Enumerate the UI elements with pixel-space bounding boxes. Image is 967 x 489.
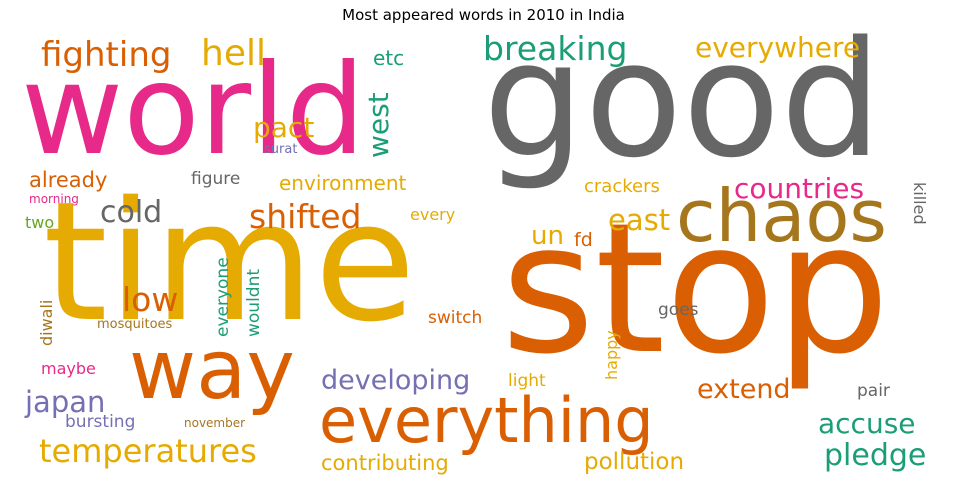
word-time: time: [43, 166, 416, 358]
word-mosquitoes: mosquitoes: [97, 317, 173, 332]
word-happy: happy: [602, 330, 621, 380]
word-every: every: [410, 205, 456, 224]
chart-title: Most appeared words in 2010 in India: [342, 6, 625, 24]
word-chaos: chaos: [676, 174, 887, 258]
word-low: low: [122, 280, 179, 319]
word-fd: fd: [574, 229, 593, 251]
word-developing: developing: [321, 365, 471, 396]
word-world: world: [21, 38, 366, 183]
word-everyone: everyone: [213, 257, 233, 337]
word-everywhere: everywhere: [695, 31, 861, 64]
word-good: good: [483, 30, 882, 193]
word-two: two: [25, 213, 55, 232]
word-stop: stop: [501, 185, 890, 394]
word-goes: goes: [658, 300, 699, 320]
word-cloud: world good time stop chaos way everythin…: [21, 30, 946, 482]
word-switch: switch: [428, 308, 483, 328]
word-figure: figure: [191, 169, 241, 189]
word-cold: cold: [100, 195, 163, 230]
word-accuse: accuse: [818, 407, 916, 440]
word-killed: killed: [910, 182, 929, 225]
word-morning: morning: [29, 192, 79, 206]
word-surat: surat: [264, 142, 298, 157]
word-fighting: fighting: [41, 35, 172, 75]
word-un: un: [531, 221, 564, 251]
word-breaking: breaking: [483, 30, 628, 68]
word-november: november: [184, 416, 246, 430]
word-already: already: [29, 168, 108, 192]
word-bursting: bursting: [65, 412, 136, 432]
word-wouldnt: wouldnt: [244, 268, 264, 337]
word-environment: environment: [279, 171, 407, 195]
word-temperatures: temperatures: [39, 432, 257, 470]
word-hell: hell: [201, 33, 266, 74]
word-pledge: pledge: [824, 438, 927, 473]
word-countries: countries: [734, 172, 865, 205]
word-maybe: maybe: [41, 359, 96, 378]
word-pair: pair: [857, 381, 890, 401]
word-contributing: contributing: [321, 451, 449, 475]
word-crackers: crackers: [584, 176, 660, 197]
word-pollution: pollution: [584, 449, 685, 475]
word-pact: pact: [253, 111, 315, 144]
word-west: west: [362, 92, 395, 158]
word-light: light: [508, 371, 546, 391]
word-east: east: [608, 203, 671, 237]
word-japan: japan: [25, 385, 106, 419]
word-diwali: diwali: [37, 299, 56, 346]
word-extend: extend: [697, 374, 791, 405]
word-etc: etc: [373, 46, 405, 70]
word-way: way: [129, 323, 295, 418]
word-shifted: shifted: [249, 197, 362, 236]
word-everything: everything: [319, 384, 654, 457]
